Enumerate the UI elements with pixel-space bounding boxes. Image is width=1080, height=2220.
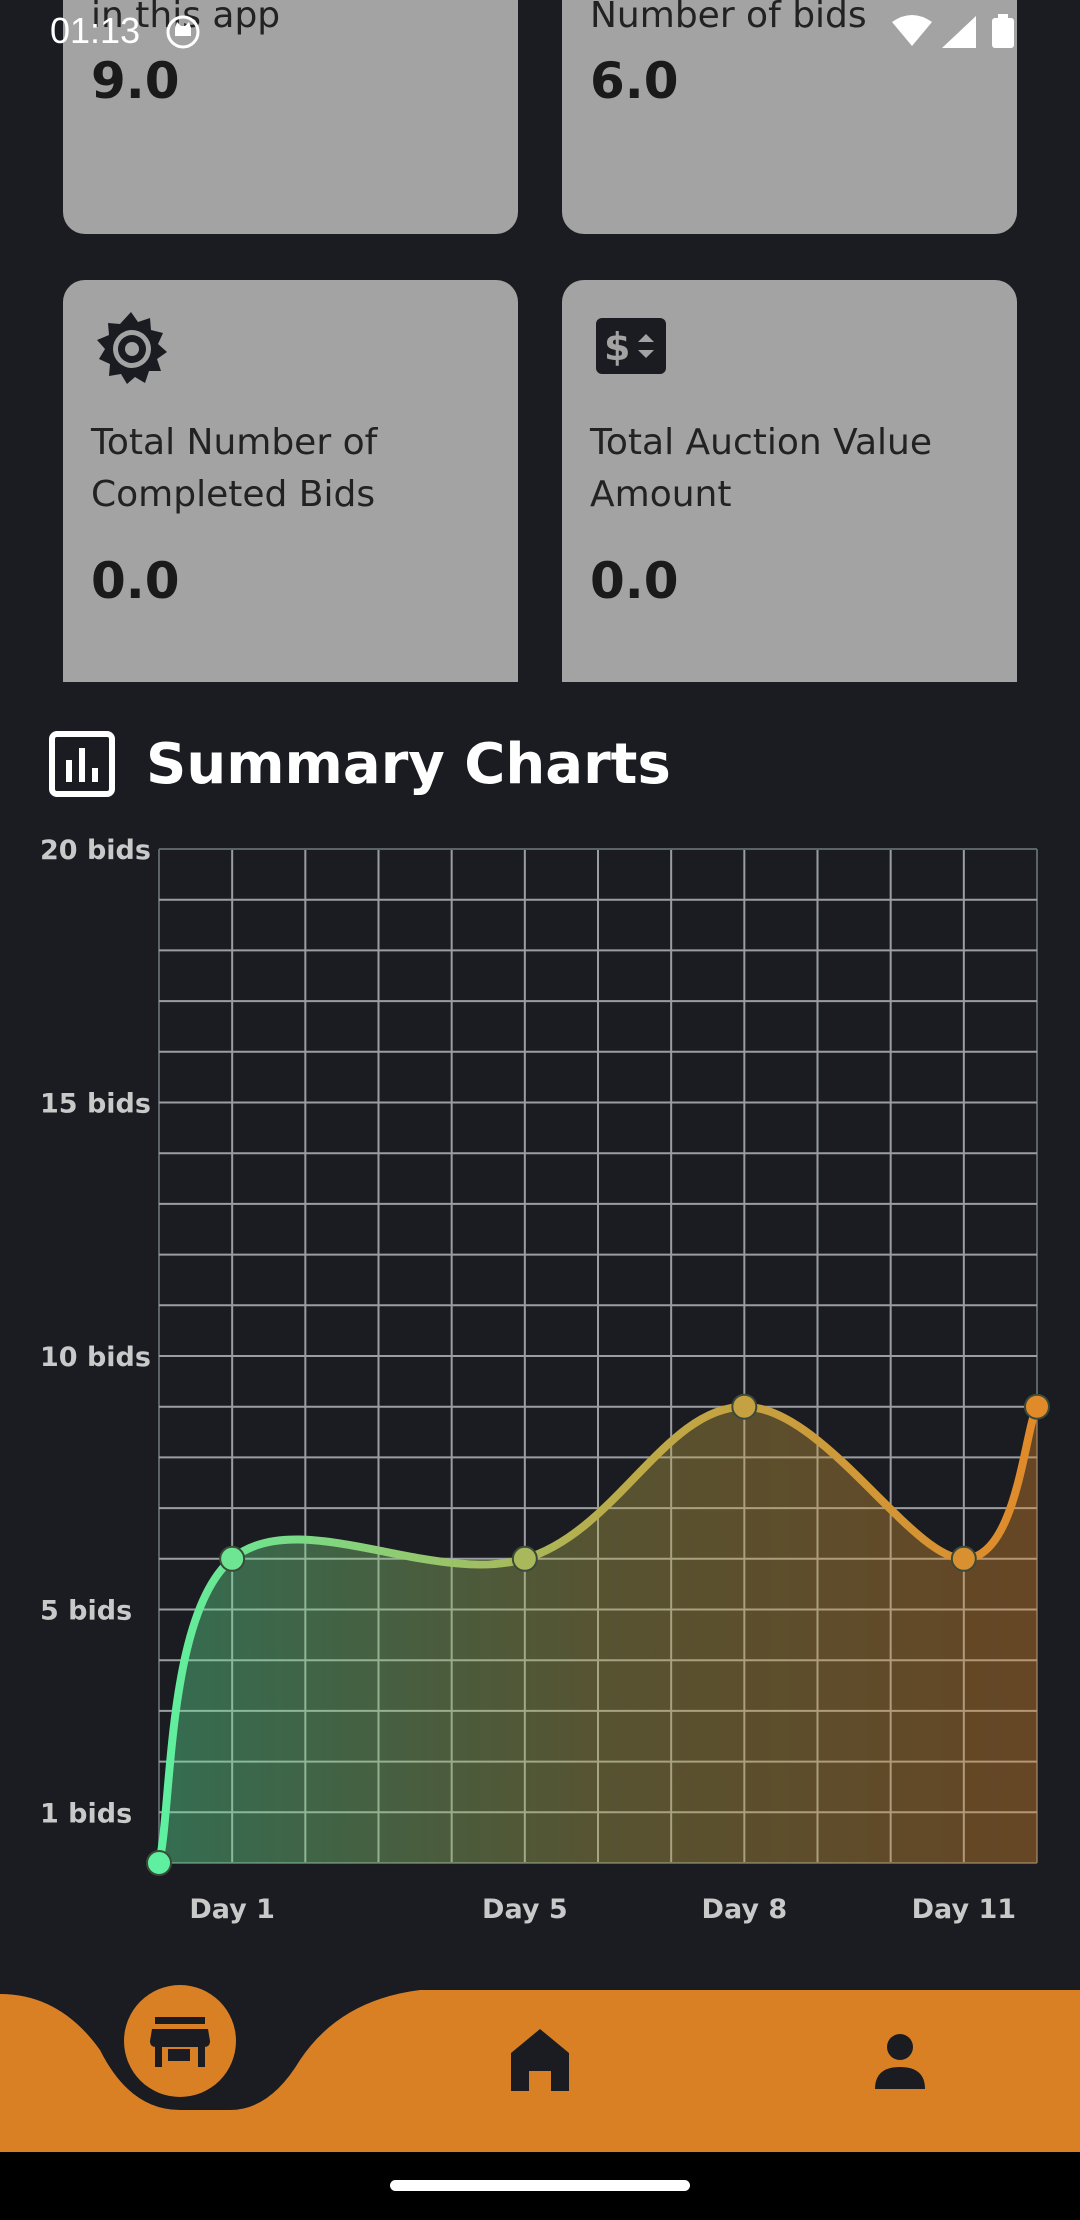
- x-tick-label: Day 1: [189, 1894, 275, 1925]
- x-tick-label: Day 11: [912, 1894, 1016, 1925]
- nav-item-store[interactable]: [124, 1985, 236, 2097]
- data-point: [146, 1850, 172, 1876]
- bar-chart-icon: [49, 731, 115, 797]
- card-value: 0.0: [590, 552, 679, 610]
- y-tick-label: 5 bids: [40, 1596, 132, 1627]
- dollar-sort-icon: $: [596, 318, 666, 374]
- data-point: [950, 1545, 977, 1572]
- stat-card-completed-bids: Total Number of Completed Bids 0.0: [63, 280, 518, 682]
- card-label-line1: Total Number of: [91, 422, 378, 463]
- card-value: 6.0: [590, 52, 679, 110]
- series-area: [159, 1406, 1037, 1863]
- x-tick-label: Day 8: [702, 1894, 788, 1925]
- home-icon: [511, 2029, 569, 2091]
- data-point: [1024, 1393, 1050, 1420]
- svg-text:$: $: [604, 325, 630, 369]
- battery-icon: [992, 18, 1014, 48]
- card-value: 9.0: [91, 52, 180, 110]
- nav-item-profile[interactable]: [855, 2015, 945, 2105]
- x-tick-label: Day 5: [482, 1894, 568, 1925]
- y-tick-label: 20 bids: [40, 835, 151, 866]
- status-bar: 01:13: [0, 0, 1080, 64]
- card-label-line2: Completed Bids: [91, 474, 376, 515]
- y-tick-label: 15 bids: [40, 1089, 151, 1120]
- nav-item-home[interactable]: [495, 2015, 585, 2105]
- cat-notification-icon: [166, 15, 200, 49]
- data-point: [511, 1545, 538, 1572]
- summary-charts-heading: Summary Charts: [48, 730, 748, 800]
- person-icon: [875, 2034, 925, 2089]
- stat-card-bids: Number of bids 6.0: [562, 0, 1017, 234]
- stat-card-auction-value: $ Total Auction Value Amount 0.0: [562, 280, 1017, 682]
- status-time: 01:13: [50, 10, 141, 51]
- card-value: 0.0: [91, 552, 180, 610]
- stat-card-users: in this app 9.0: [63, 0, 518, 234]
- bottom-navigation: [0, 1990, 1080, 2160]
- section-title: Summary Charts: [146, 732, 671, 797]
- sun-gear-icon: [97, 312, 167, 384]
- summary-line-chart: 1 bids 5 bids 10 bids 15 bids 20 bids Day 1 Da…: [40, 835, 1050, 1925]
- card-label: Number of bids: [590, 0, 867, 36]
- y-tick-label: 10 bids: [40, 1342, 151, 1373]
- wifi-icon: [892, 15, 932, 46]
- home-indicator[interactable]: [390, 2180, 690, 2191]
- card-label-line2: Amount: [590, 474, 732, 515]
- card-label-line1: Total Auction Value: [590, 422, 933, 463]
- data-point: [219, 1545, 246, 1572]
- signal-icon: [942, 16, 976, 48]
- data-point: [731, 1393, 758, 1420]
- status-icons: [892, 14, 1014, 48]
- y-tick-label: 1 bids: [40, 1798, 132, 1829]
- store-icon: [150, 2017, 210, 2067]
